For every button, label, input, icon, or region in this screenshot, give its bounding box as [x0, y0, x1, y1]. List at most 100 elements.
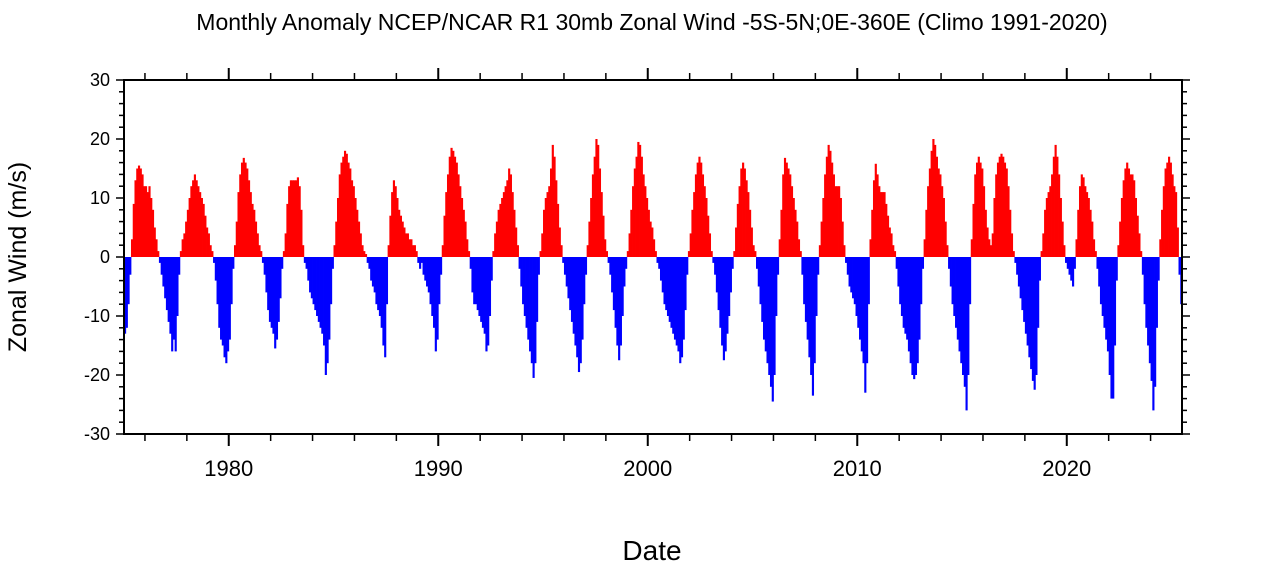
bar — [232, 257, 235, 269]
bar — [1035, 257, 1038, 375]
bar — [918, 257, 921, 340]
bar — [829, 150, 832, 257]
bar — [553, 156, 556, 257]
bar — [771, 257, 774, 402]
bar — [740, 168, 743, 257]
bar — [530, 257, 533, 364]
bar — [942, 198, 945, 257]
bar — [216, 257, 219, 305]
bar — [164, 257, 167, 299]
bar — [960, 257, 963, 364]
bar — [204, 215, 207, 257]
bar — [850, 257, 853, 293]
bar — [499, 203, 502, 257]
bar — [1012, 251, 1015, 257]
bar — [962, 257, 965, 375]
bar — [581, 257, 584, 340]
bar — [761, 257, 764, 322]
bar — [469, 257, 472, 269]
bar — [653, 239, 656, 257]
bar — [132, 203, 135, 257]
bar — [810, 257, 813, 375]
bar — [1026, 257, 1029, 346]
bar — [712, 257, 715, 263]
bar — [151, 209, 155, 257]
bar — [343, 150, 347, 257]
bar — [642, 174, 645, 257]
bar — [473, 257, 476, 305]
bar — [399, 215, 402, 257]
bar — [186, 209, 189, 257]
bar — [349, 168, 352, 257]
bar — [303, 257, 306, 263]
bar — [270, 257, 273, 328]
bar — [970, 239, 973, 257]
bar — [300, 209, 303, 257]
bar — [715, 257, 718, 293]
bar — [240, 162, 244, 257]
bar — [1078, 186, 1082, 257]
bar — [1047, 192, 1050, 257]
bar — [871, 209, 874, 257]
bar — [527, 257, 530, 340]
bar — [431, 257, 434, 316]
bar — [515, 227, 518, 257]
bar — [422, 257, 425, 275]
bar — [941, 186, 944, 257]
bar — [247, 180, 251, 257]
bar — [518, 257, 521, 269]
bar — [672, 257, 675, 334]
bar — [251, 203, 254, 257]
x-tick-label: 1990 — [414, 456, 463, 481]
bar — [841, 221, 844, 257]
bar — [258, 245, 261, 257]
bar — [492, 251, 495, 257]
bar — [504, 186, 507, 257]
bar — [246, 168, 249, 257]
bar — [1014, 257, 1017, 263]
bar — [857, 257, 860, 328]
bar — [192, 180, 195, 257]
bar — [233, 245, 237, 257]
bar — [979, 162, 982, 257]
bar — [541, 233, 544, 257]
bar — [602, 215, 605, 257]
bar — [185, 221, 188, 257]
bar — [1033, 257, 1036, 390]
bar — [460, 198, 464, 257]
bar — [988, 239, 991, 257]
bar — [511, 192, 514, 257]
bar — [457, 174, 460, 257]
bar — [956, 257, 959, 340]
bar — [696, 162, 699, 257]
bar — [1003, 162, 1007, 257]
bar — [885, 203, 888, 257]
bar — [590, 198, 593, 257]
bar — [762, 257, 766, 340]
bar — [670, 257, 673, 328]
bar — [1103, 257, 1106, 328]
bar — [1044, 209, 1047, 257]
bar — [328, 257, 331, 340]
bars — [124, 139, 1183, 411]
bar — [663, 257, 666, 305]
bar — [237, 192, 240, 257]
bar — [998, 156, 1001, 257]
bar — [394, 186, 397, 257]
y-tick-label: 0 — [100, 247, 110, 267]
bar — [464, 221, 467, 257]
bar — [291, 180, 294, 257]
bar — [920, 257, 923, 305]
bar — [450, 147, 453, 257]
bar — [1098, 257, 1101, 287]
chart-title: Monthly Anomaly NCEP/NCAR R1 30mb Zonal … — [196, 9, 1107, 35]
bar — [350, 180, 354, 257]
bar — [558, 227, 561, 257]
bar — [731, 257, 734, 269]
bar — [1147, 257, 1150, 346]
bar — [736, 203, 739, 257]
x-tick-label: 2020 — [1042, 456, 1091, 481]
bar — [546, 192, 549, 257]
bar — [948, 257, 951, 269]
bar — [817, 257, 820, 275]
